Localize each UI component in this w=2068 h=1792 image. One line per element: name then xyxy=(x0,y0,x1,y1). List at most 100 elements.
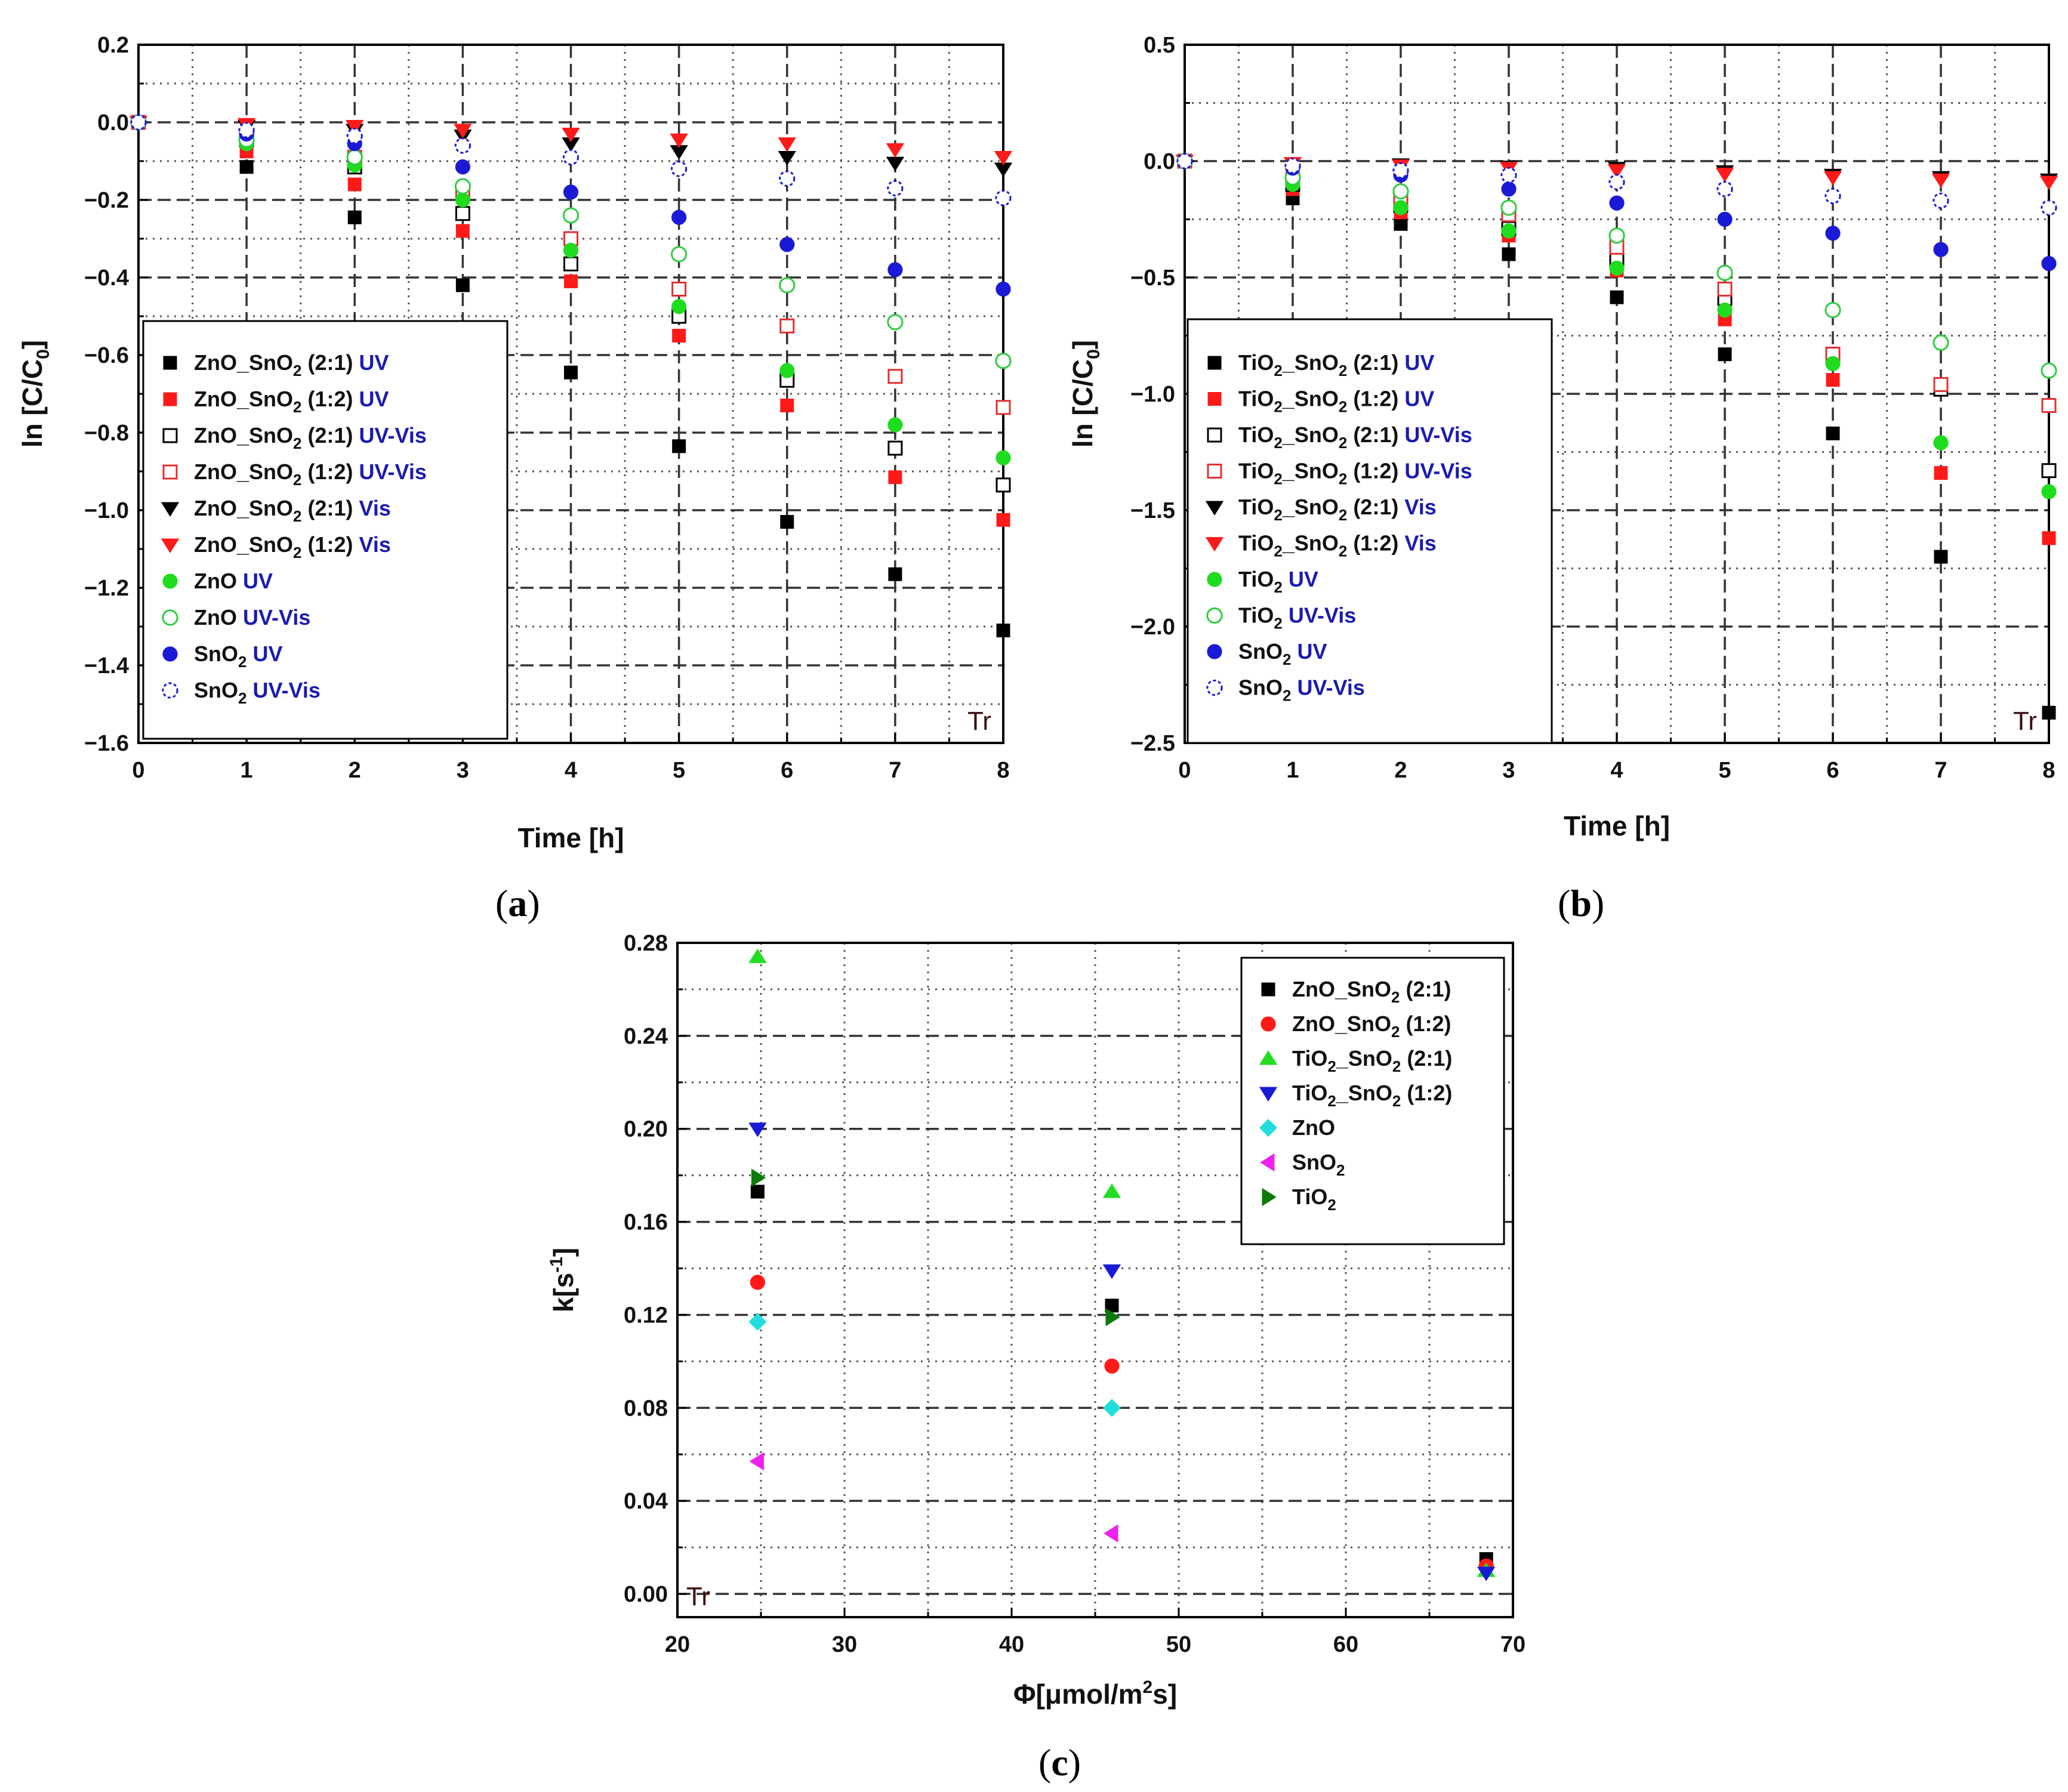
x-tick-label: 7 xyxy=(1934,758,1947,783)
data-point xyxy=(130,114,147,131)
data-point xyxy=(1477,1566,1496,1581)
legend-label: TiO2_SnO2 (1:2) UV xyxy=(1238,387,1434,416)
legend-label: TiO2_SnO2 (2:1) UV xyxy=(1238,350,1434,380)
data-point xyxy=(1607,164,1626,179)
data-point xyxy=(751,1168,766,1187)
data-point xyxy=(563,256,578,272)
legend-marker xyxy=(1207,392,1222,406)
data-point xyxy=(1933,242,1949,257)
x-tick-label: 70 xyxy=(1500,1632,1525,1657)
data-point xyxy=(671,282,687,297)
y-tick-label: −0.4 xyxy=(84,266,129,291)
legend-label: ZnO UV xyxy=(194,569,273,593)
data-point xyxy=(1825,356,1841,371)
data-point xyxy=(2042,705,2056,720)
data-point xyxy=(671,246,688,263)
legend-label: SnO2​ UV xyxy=(1238,639,1327,668)
legend-marker xyxy=(1207,356,1222,370)
y-tick-label: −0.5 xyxy=(1130,266,1175,291)
legend-label: ZnO_SnO2 (1:2) Vis xyxy=(194,532,391,562)
data-point xyxy=(1102,1183,1121,1198)
data-point xyxy=(1716,264,1733,281)
data-point xyxy=(779,237,795,252)
data-point xyxy=(1501,223,1517,239)
legend-marker xyxy=(162,646,178,662)
data-point xyxy=(1104,1524,1118,1543)
data-point xyxy=(750,1185,765,1199)
data-point xyxy=(996,477,1011,493)
legend-marker xyxy=(1260,1153,1275,1172)
data-point xyxy=(672,329,686,343)
y-tick-label: 0.20 xyxy=(624,1117,668,1142)
data-point xyxy=(1934,466,1948,480)
data-point xyxy=(347,210,362,224)
legend-label: SnO2​ UV-Vis xyxy=(1238,676,1365,705)
legend-label: TiO2​ UV xyxy=(1238,567,1318,596)
data-point xyxy=(346,149,363,166)
data-point xyxy=(346,128,363,144)
data-point xyxy=(1825,226,1841,241)
chart-a: 0 1 2 3 4 5 6 7 8 0.2 0.0 −0.2 −0.4 −0.6 −0.8 −1.0 −1.2 −… xyxy=(17,33,1013,924)
corner-label: Tr xyxy=(686,1582,710,1611)
legend-label: ZnO_SnO2 (1:2) UV-Vis xyxy=(194,459,427,489)
legend-marker xyxy=(163,392,177,406)
data-point xyxy=(887,369,903,384)
corner-label: Tr xyxy=(2013,707,2037,736)
legend-label: TiO2_SnO2 (1:2) Vis xyxy=(1238,531,1437,560)
data-point xyxy=(1933,192,1949,209)
data-point xyxy=(1934,550,1948,564)
data-point xyxy=(563,242,579,258)
data-point xyxy=(1823,171,1842,186)
x-tick-label: 4 xyxy=(1610,758,1623,783)
data-point xyxy=(748,948,767,963)
y-tick-label: 0.00 xyxy=(624,1582,668,1607)
data-point xyxy=(996,624,1010,637)
data-point xyxy=(887,180,904,197)
data-point xyxy=(238,122,255,138)
x-tick-label: 40 xyxy=(999,1632,1024,1657)
data-point xyxy=(996,450,1011,465)
data-point xyxy=(672,439,686,454)
y-tick-label: −1.2 xyxy=(84,576,129,601)
data-point xyxy=(563,184,579,200)
data-point xyxy=(1609,195,1625,211)
y-tick-label: −1.4 xyxy=(84,653,129,678)
y-axis-title: ln [C/C0] xyxy=(17,340,53,448)
y-tick-label: −1.0 xyxy=(1130,382,1175,407)
data-point xyxy=(1931,173,1950,189)
legend-marker xyxy=(1205,536,1224,552)
chart-c: 20 30 40 50 60 70 0.00 0.04 0.08 0.12 0.16 0.20 0.24… xyxy=(547,931,1525,1784)
panel-label: (b) xyxy=(1558,882,1604,924)
data-points xyxy=(748,948,1496,1581)
data-point xyxy=(778,137,796,152)
y-tick-label: −1.6 xyxy=(84,731,129,756)
legend-marker xyxy=(162,573,178,589)
data-point xyxy=(1176,153,1193,169)
legend-marker xyxy=(1207,644,1222,659)
data-point xyxy=(1824,187,1841,205)
data-point xyxy=(749,1452,764,1471)
data-point xyxy=(562,149,580,166)
data-points xyxy=(1175,153,2058,720)
data-point xyxy=(454,124,472,138)
data-point xyxy=(564,365,578,380)
data-point xyxy=(455,159,470,175)
x-tick-label: 5 xyxy=(673,758,685,783)
x-tick-label: 60 xyxy=(1333,1632,1358,1657)
data-point xyxy=(455,192,470,208)
x-tick-label: 6 xyxy=(1826,758,1839,783)
y-axis-title: k[s-1] xyxy=(547,1248,579,1313)
data-point xyxy=(454,137,471,154)
y-tick-label: 0.28 xyxy=(624,931,668,956)
data-point xyxy=(1102,1399,1121,1417)
legend-label: ZnO xyxy=(1292,1115,1335,1140)
data-point xyxy=(1826,373,1840,387)
data-point xyxy=(779,363,795,378)
legend-marker xyxy=(162,428,178,443)
x-tick-label: 1 xyxy=(241,758,253,783)
y-axis-title: ln [C/C0] xyxy=(1067,340,1104,448)
x-tick-label: 0 xyxy=(1178,758,1191,783)
data-point xyxy=(562,127,580,143)
data-point xyxy=(2042,531,2056,545)
legend-marker xyxy=(1206,679,1223,696)
